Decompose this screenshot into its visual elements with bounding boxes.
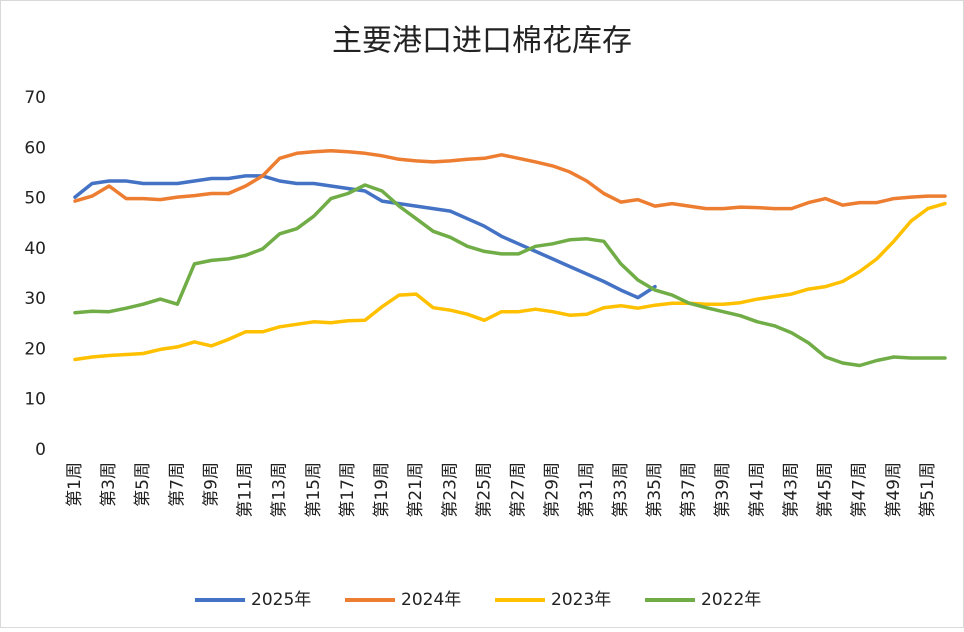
x-tick-label: 第23周: [440, 462, 460, 518]
y-tick-label: 10: [24, 390, 46, 410]
x-tick-label: 第51周: [918, 462, 938, 518]
y-tick-label: 30: [24, 289, 46, 309]
legend-label: 2025年: [251, 590, 311, 610]
x-tick-label: 第45周: [816, 462, 836, 518]
x-tick-label: 第5周: [133, 462, 153, 507]
y-tick-label: 50: [24, 189, 46, 209]
x-tick-label: 第19周: [372, 462, 392, 518]
y-tick-label: 40: [24, 239, 46, 259]
series-line: [73, 149, 947, 211]
x-tick-label: 第17周: [338, 462, 358, 518]
x-tick-label: 第47周: [850, 462, 870, 518]
x-tick-label: 第13周: [270, 462, 290, 518]
x-tick-label: 第7周: [167, 462, 187, 507]
x-tick-label: 第15周: [304, 462, 324, 518]
x-tick-label: 第49周: [884, 462, 904, 518]
x-tick-label: 第29周: [543, 462, 563, 518]
y-tick-label: 0: [35, 440, 46, 460]
series-line: [73, 201, 947, 362]
x-tick-label: 第21周: [406, 462, 426, 518]
x-tick-label: 第33周: [611, 462, 631, 518]
x-tick-label: 第41周: [747, 462, 767, 518]
legend-label: 2022年: [701, 590, 761, 610]
legend-label: 2023年: [551, 590, 611, 610]
x-tick-label: 第11周: [236, 462, 256, 518]
x-tick-label: 第9周: [201, 462, 221, 507]
x-tick-label: 第31周: [577, 462, 597, 518]
x-tick-label: 第27周: [509, 462, 529, 518]
x-tick-label: 第37周: [679, 462, 699, 518]
x-tick-label: 第1周: [65, 462, 85, 507]
y-tick-label: 20: [24, 339, 46, 359]
series-line: [73, 174, 657, 300]
series-line: [73, 183, 947, 368]
legend-label: 2024年: [401, 590, 461, 610]
y-tick-label: 70: [24, 88, 46, 108]
x-tick-label: 第35周: [645, 462, 665, 518]
x-tick-label: 第25周: [474, 462, 494, 518]
x-tick-label: 第39周: [713, 462, 733, 518]
x-tick-label: 第3周: [99, 462, 119, 507]
x-tick-label: 第43周: [781, 462, 801, 518]
chart-title: 主要港口进口棉花库存: [332, 24, 632, 59]
y-tick-label: 60: [24, 138, 46, 158]
